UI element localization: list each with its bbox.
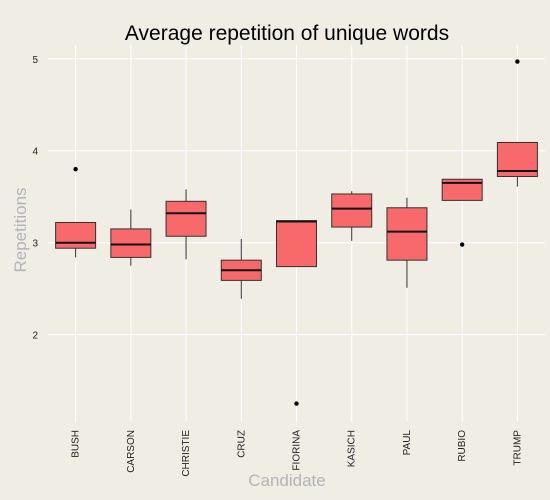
box-iqr: [386, 207, 428, 261]
outlier-point: [294, 401, 299, 406]
x-tick-label: BUSH: [71, 430, 82, 458]
box-cruz: [220, 239, 262, 299]
y-tick-label: 2: [32, 331, 38, 342]
boxes: [55, 59, 538, 406]
x-tick-label: RUBIO: [457, 430, 468, 462]
box-rubio: [441, 178, 483, 247]
x-axis-label: Candidate: [248, 471, 326, 490]
x-tick-label: CHRISTIE: [181, 430, 192, 477]
box-paul: [386, 197, 428, 288]
outlier-point: [459, 242, 465, 247]
x-axis-ticks: BUSH CARSON CHRISTIE CRUZ FIORINA KASICH PAUL R…: [71, 430, 524, 477]
box-kasich: [331, 191, 373, 241]
x-tick-label: FIORINA: [292, 430, 303, 471]
y-tick-label: 3: [32, 239, 38, 250]
outlier-point: [73, 166, 78, 172]
box-carson: [110, 209, 152, 266]
y-tick-label: 5: [32, 55, 38, 66]
chart-title: Average repetition of unique words: [125, 22, 449, 45]
box-iqr: [165, 200, 207, 237]
x-tick-label: KASICH: [347, 430, 358, 467]
box-trump: [496, 59, 538, 187]
x-tick-label: CARSON: [126, 430, 137, 473]
box-bush: [55, 166, 97, 258]
y-axis-label: Repetitions: [11, 187, 30, 272]
box-fiorina: [276, 220, 317, 406]
box-iqr: [55, 221, 97, 249]
y-axis-ticks: 2 3 4 5: [32, 55, 38, 342]
x-tick-label: PAUL: [402, 430, 413, 456]
box-iqr: [331, 193, 373, 228]
box-iqr: [110, 228, 152, 258]
x-tick-label: CRUZ: [236, 430, 247, 458]
box-christie: [165, 189, 207, 260]
box-iqr: [276, 220, 317, 268]
x-tick-label: TRUMP: [512, 430, 523, 466]
box-iqr: [441, 178, 483, 201]
y-tick-label: 4: [32, 147, 38, 158]
outlier-point: [515, 59, 520, 64]
